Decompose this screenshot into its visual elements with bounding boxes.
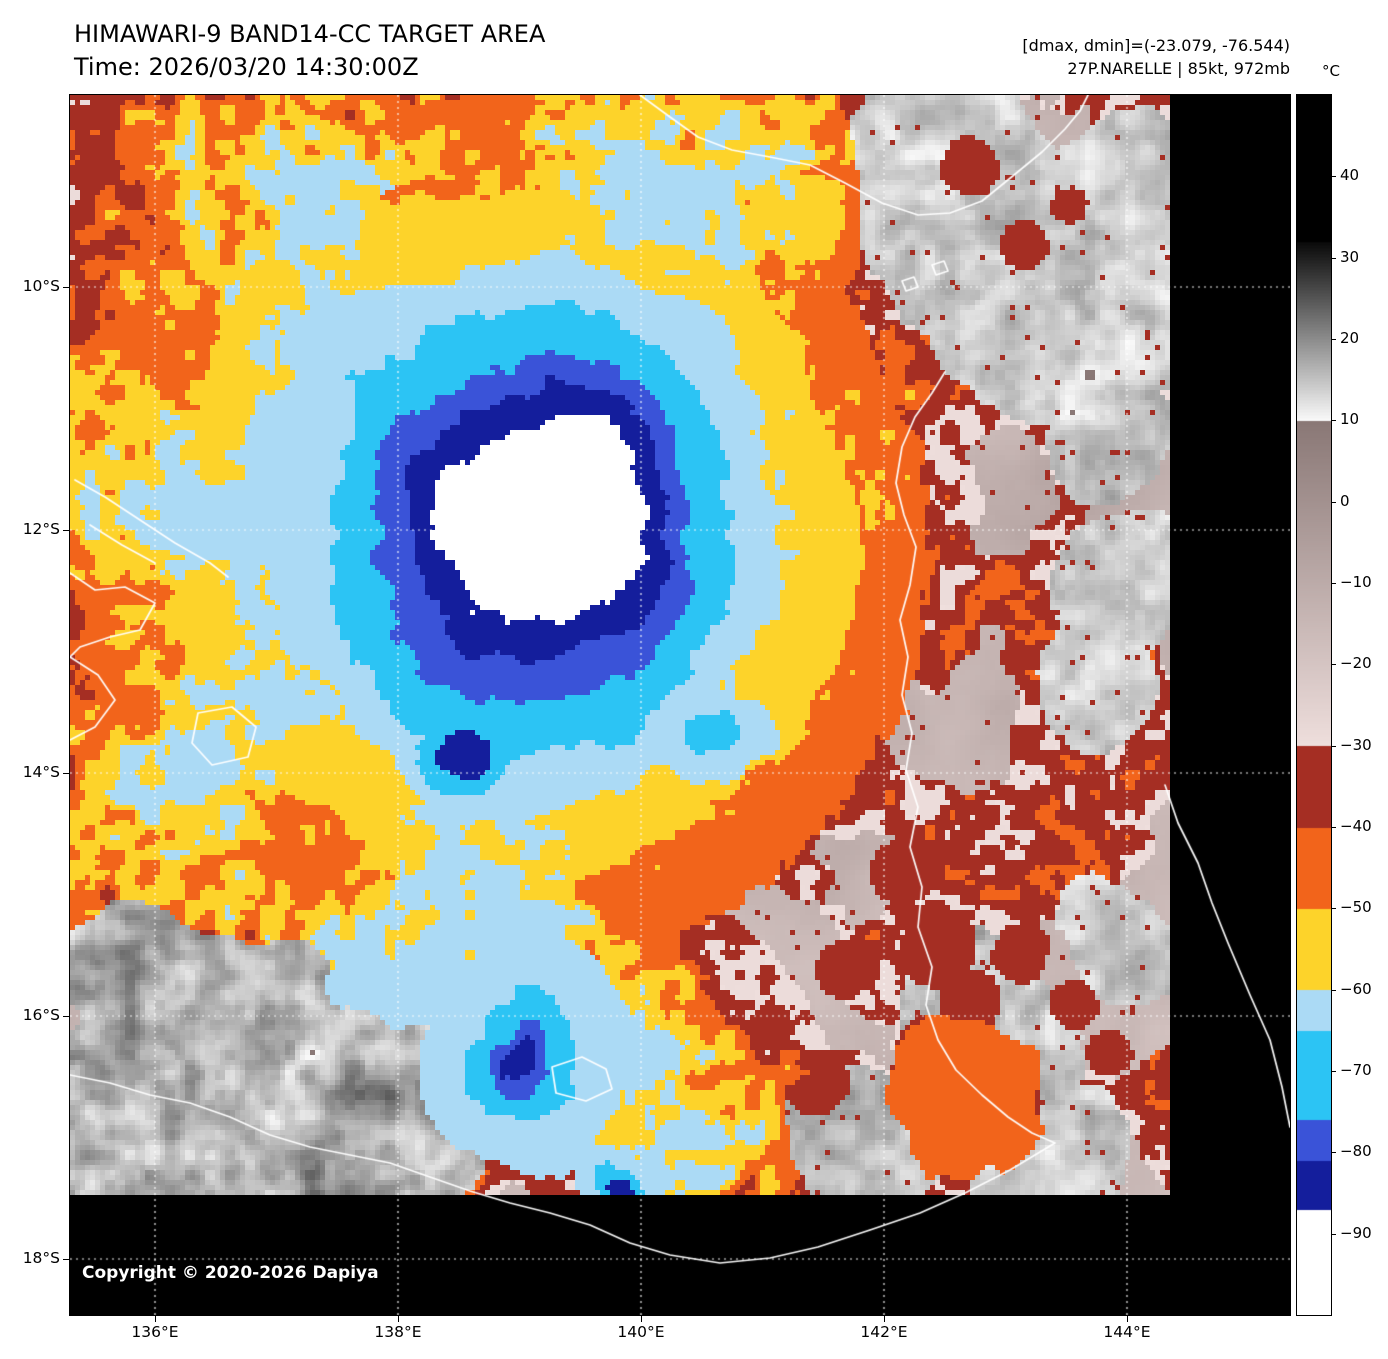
- lat-tick-mark: [63, 1259, 69, 1260]
- lon-tick-mark: [1127, 1316, 1128, 1322]
- lat-tick-mark: [63, 773, 69, 774]
- lon-tick-mark: [884, 1316, 885, 1322]
- colorbar-tick-mark: [1332, 664, 1336, 666]
- lat-tick-mark: [63, 287, 69, 288]
- figure-title: HIMAWARI-9 BAND14-CC TARGET AREA: [74, 20, 546, 48]
- dmax-dmin-readout: [dmax, dmin]=(-23.079, -76.544): [1022, 36, 1290, 55]
- lon-tick-mark: [641, 1316, 642, 1322]
- copyright-text: Copyright © 2020-2026 Dapiya: [82, 1263, 379, 1283]
- colorbar-tick-label: 40: [1340, 166, 1360, 185]
- colorbar-tick-label: −90: [1340, 1223, 1372, 1242]
- colorbar-tick-mark: [1332, 583, 1336, 584]
- info-block: [dmax, dmin]=(-23.079, -76.544) 27P.NARE…: [1022, 34, 1290, 80]
- lat-tick-label: 18°S: [22, 1249, 60, 1267]
- map-overlay-canvas: [70, 95, 1290, 1315]
- title-block: HIMAWARI-9 BAND14-CC TARGET AREA Time: 2…: [74, 18, 545, 84]
- lat-tick-label: 14°S: [22, 763, 60, 781]
- lon-tick-mark: [398, 1316, 399, 1322]
- lon-tick-label: 142°E: [860, 1323, 908, 1341]
- colorbar-tick-label: −30: [1340, 735, 1372, 754]
- colorbar-tick-mark: [1332, 257, 1336, 259]
- colorbar-tick-label: −10: [1340, 573, 1372, 591]
- colorbar-gradient: [1296, 94, 1332, 1316]
- colorbar-tick-label: −60: [1340, 979, 1372, 998]
- lat-tick-mark: [63, 1016, 69, 1017]
- colorbar-tick-label: −50: [1340, 898, 1372, 917]
- lat-tick-label: 10°S: [22, 277, 60, 295]
- colorbar-tick-mark: [1332, 745, 1336, 747]
- colorbar-tick-label: −40: [1340, 817, 1372, 835]
- lat-tick-mark: [63, 530, 69, 531]
- colorbar-tick-mark: [1332, 908, 1336, 910]
- lon-tick-label: 144°E: [1103, 1323, 1151, 1341]
- colorbar-tick-label: −20: [1340, 654, 1372, 673]
- colorbar-tick-label: −80: [1340, 1142, 1372, 1161]
- colorbar-tick-mark: [1332, 989, 1336, 991]
- colorbar-tick-label: 30: [1340, 247, 1360, 266]
- colorbar-tick-label: 10: [1340, 410, 1360, 429]
- colorbar-tick-mark: [1332, 1233, 1336, 1235]
- lat-tick-label: 12°S: [22, 520, 60, 538]
- colorbar-tick-mark: [1332, 1071, 1336, 1072]
- lon-tick-mark: [155, 1316, 156, 1322]
- satellite-map: Copyright © 2020-2026 Dapiya: [69, 94, 1291, 1316]
- colorbar-tick-mark: [1332, 176, 1336, 178]
- colorbar-tick-mark: [1332, 501, 1336, 503]
- lat-tick-label: 16°S: [22, 1006, 60, 1024]
- colorbar-tick-label: −70: [1340, 1061, 1372, 1079]
- colorbar-tick-mark: [1332, 1152, 1336, 1154]
- lon-tick-label: 136°E: [131, 1323, 179, 1341]
- lon-tick-label: 140°E: [617, 1323, 665, 1341]
- colorbar-tick-mark: [1332, 827, 1336, 828]
- colorbar-unit-label: °C: [1322, 62, 1340, 80]
- colorbar-tick-label: 20: [1340, 329, 1360, 347]
- colorbar-tick-label: 0: [1340, 491, 1350, 510]
- colorbar-tick-mark: [1332, 420, 1336, 422]
- figure-time: Time: 2026/03/20 14:30:00Z: [74, 53, 419, 81]
- colorbar-tick-mark: [1332, 339, 1336, 340]
- storm-info: 27P.NARELLE | 85kt, 972mb: [1067, 59, 1290, 78]
- lon-tick-label: 138°E: [374, 1323, 422, 1341]
